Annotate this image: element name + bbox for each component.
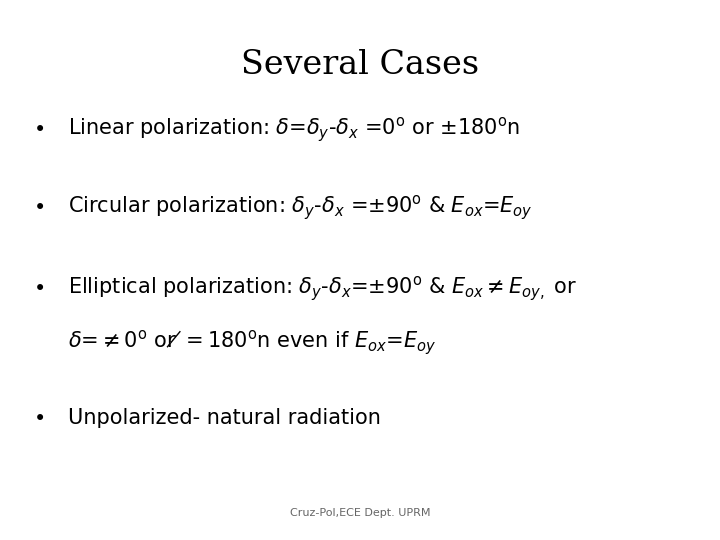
- Text: •: •: [33, 279, 46, 299]
- Text: $\delta$=$\neq$0$^\mathrm{o}$ or $\not=$180$^\mathrm{o}$n even if $\mathit{E}_{o: $\delta$=$\neq$0$^\mathrm{o}$ or $\not=$…: [68, 329, 436, 357]
- Text: •: •: [33, 119, 46, 140]
- Text: Linear polarization: $\delta$=$\delta_y$-$\delta_x$ =0$^\mathrm{o}$ or $\pm$180$: Linear polarization: $\delta$=$\delta_y$…: [68, 115, 521, 144]
- Text: Elliptical polarization: $\delta_y$-$\delta_x$=$\pm$90$^\mathrm{o}$ & $\mathit{E: Elliptical polarization: $\delta_y$-$\de…: [68, 274, 577, 303]
- Text: Unpolarized- natural radiation: Unpolarized- natural radiation: [68, 408, 382, 429]
- Text: Several Cases: Several Cases: [241, 49, 479, 80]
- Text: •: •: [33, 408, 46, 429]
- Text: Circular polarization: $\delta_y$-$\delta_x$ =$\pm$90$^\mathrm{o}$ & $\mathit{E}: Circular polarization: $\delta_y$-$\delt…: [68, 193, 533, 222]
- Text: Cruz-Pol,ECE Dept. UPRM: Cruz-Pol,ECE Dept. UPRM: [289, 508, 431, 518]
- Text: •: •: [33, 198, 46, 218]
